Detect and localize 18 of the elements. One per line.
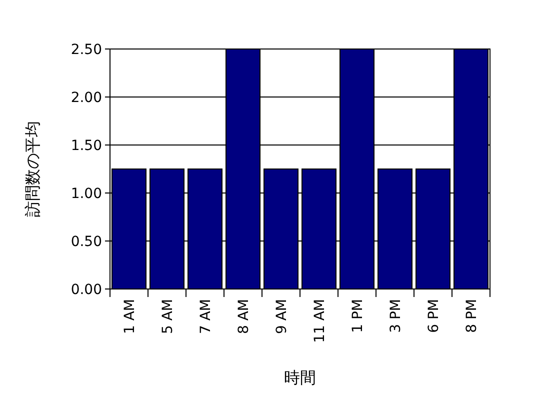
x-tick-label: 8 PM: [464, 299, 480, 333]
x-tick-label: 3 PM: [388, 299, 404, 333]
x-tick-label: 6 PM: [426, 299, 442, 333]
y-axis-title: 訪問数の平均: [23, 121, 42, 217]
x-tick-label: 11 AM: [312, 299, 328, 343]
x-tick-label: 9 AM: [274, 299, 290, 334]
y-tick-label: 1.50: [70, 138, 102, 154]
y-tick-label: 2.50: [70, 42, 102, 58]
x-axis-title: 時間: [284, 368, 316, 387]
x-tick-label: 1 AM: [122, 299, 138, 334]
x-tick-label: 7 AM: [198, 299, 214, 334]
x-tick-label: 8 AM: [236, 299, 252, 334]
x-tick-label: 1 PM: [350, 299, 366, 333]
y-tick-label: 0.50: [70, 234, 102, 250]
x-tick-label: 5 AM: [160, 299, 176, 334]
y-tick-label: 2.00: [70, 90, 102, 106]
y-tick-label: 0.00: [70, 282, 102, 298]
y-tick-label: 1.00: [70, 186, 102, 202]
